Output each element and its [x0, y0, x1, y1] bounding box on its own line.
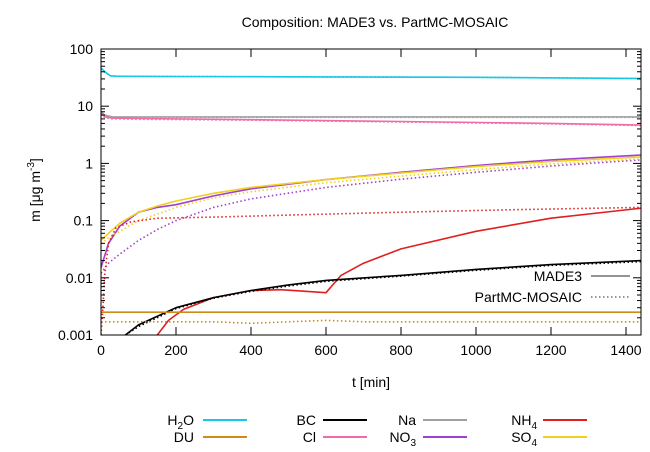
chart-title: Composition: MADE3 vs. PartMC-MOSAIC	[242, 14, 509, 30]
species-legend-label-base: Na	[398, 412, 416, 428]
species-legend: H2O BC Na NH4 DU Cl NO3 SO4	[167, 412, 587, 449]
series-so4-made3	[101, 156, 641, 241]
series-h2o-partmc-mosaic	[101, 68, 641, 80]
series-bc-made3	[124, 259, 641, 335]
series-nh4-partmc-mosaic	[101, 206, 641, 335]
y-tick-label: 100	[70, 41, 94, 57]
x-tick-label: 800	[389, 342, 413, 358]
y-axis-label-prefix: m [μg m	[27, 171, 43, 222]
series-no3-made3	[101, 154, 641, 268]
series-cl-made3	[101, 111, 641, 126]
species-legend-label: BC	[297, 412, 316, 428]
species-legend-label-base: Cl	[303, 429, 316, 445]
style-legend: MADE3 PartMC-MOSAIC	[475, 268, 630, 305]
species-legend-label-sub: 2	[178, 421, 184, 432]
y-tick-label: 10	[77, 98, 93, 114]
y-axis-label-suffix: ]	[27, 158, 43, 162]
species-legend-label-base: NO	[389, 429, 410, 445]
species-legend-label: H2O	[167, 412, 194, 432]
species-legend-label: Na	[398, 412, 416, 428]
y-tick-label: 0.1	[74, 213, 94, 229]
y-tick-label: 0.01	[66, 270, 93, 286]
series-so4-partmc-mosaic	[101, 158, 641, 245]
y-tick-label: 1	[85, 155, 93, 171]
species-legend-label: DU	[174, 429, 194, 445]
y-axis-label-sup: -3	[26, 162, 37, 171]
species-legend-label-sub: 4	[531, 438, 537, 449]
plot-area: 0 200 400 600 800 1000 1200 1400 0.001 0.01 0.1 1 10…	[58, 41, 642, 358]
y-axis-label: m [μg m-3]	[26, 158, 43, 222]
series-no3-partmc-mosaic	[101, 159, 641, 274]
species-legend-label: NH4	[511, 412, 537, 432]
plot-frame	[100, 48, 642, 336]
x-axis-label: t [min]	[352, 374, 390, 390]
species-legend-label-base: SO	[511, 429, 531, 445]
species-legend-label: Cl	[303, 429, 316, 445]
y-tick-label: 0.001	[58, 327, 93, 343]
series-group	[101, 67, 641, 335]
series-bc-partmc-mosaic	[124, 260, 641, 335]
series-na-made3	[101, 111, 641, 118]
series-du-partmc-mosaic	[101, 319, 641, 325]
series-nh4-made3	[156, 207, 641, 335]
style-legend-label: PartMC-MOSAIC	[475, 289, 582, 305]
species-legend-label-sub: 4	[531, 421, 537, 432]
species-legend-label: SO4	[511, 429, 537, 449]
x-tick-label: 200	[164, 342, 188, 358]
x-tick-label: 1200	[535, 342, 566, 358]
species-legend-label-base: DU	[174, 429, 194, 445]
species-legend-label-tail: O	[183, 412, 194, 428]
species-legend-label-base: H	[167, 412, 177, 428]
x-tick-label: 1000	[460, 342, 491, 358]
x-tick-label: 1400	[610, 342, 641, 358]
x-tick-label: 0	[97, 342, 105, 358]
species-legend-label-base: BC	[297, 412, 316, 428]
species-legend-label-base: NH	[511, 412, 531, 428]
x-tick-label: 600	[314, 342, 338, 358]
species-legend-label: NO3	[389, 429, 416, 449]
species-legend-label-sub: 3	[410, 438, 416, 449]
style-legend-label: MADE3	[534, 268, 582, 284]
x-tick-label: 400	[239, 342, 263, 358]
